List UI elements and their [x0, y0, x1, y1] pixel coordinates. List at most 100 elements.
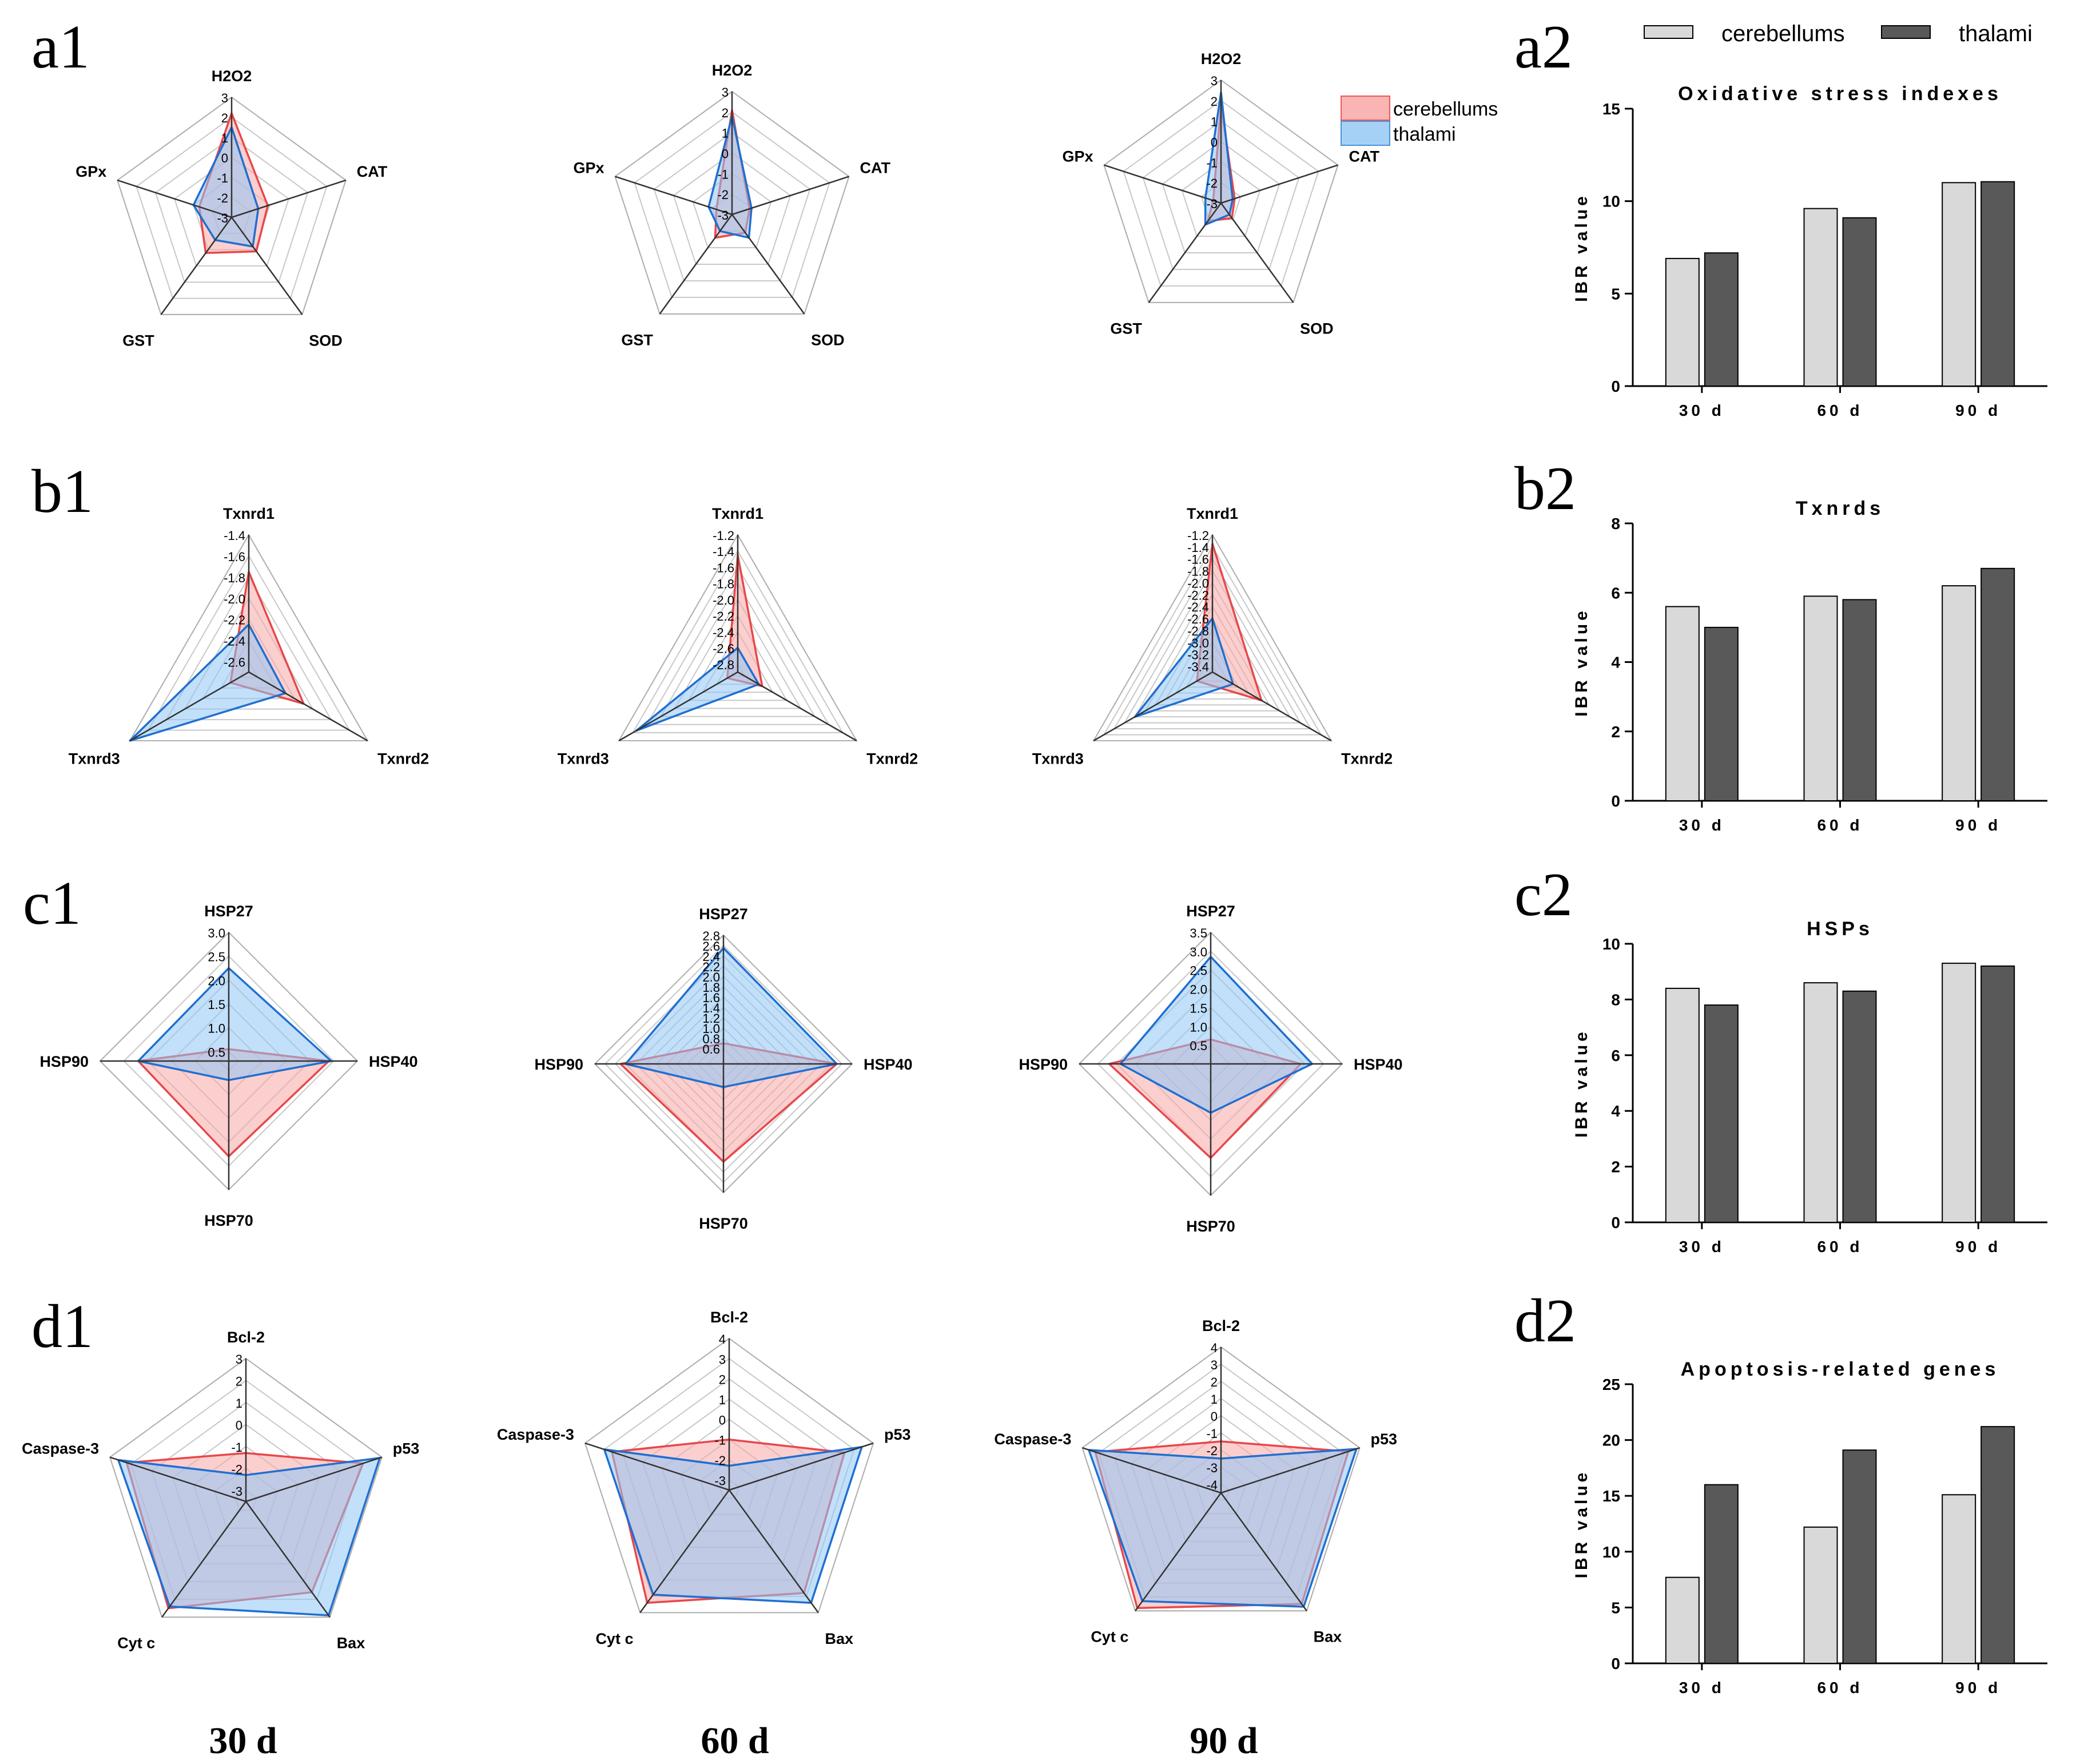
y-tick-label: 10	[1602, 935, 1620, 953]
axis-label-HSP40: HSP40	[1354, 1056, 1403, 1073]
tick-label: -3.2	[1187, 648, 1209, 662]
axis-label-HSP27: HSP27	[204, 903, 253, 920]
y-tick-label: 20	[1602, 1432, 1620, 1449]
y-tick-label: 0	[1611, 792, 1620, 810]
panel-label-a1: a1	[31, 13, 90, 81]
tick-label: 0	[719, 1413, 726, 1427]
axis-label-H2O2: H2O2	[212, 67, 252, 85]
axis-label-Cyt c: Cyt c	[595, 1630, 633, 1647]
series-area-thalami	[603, 1445, 863, 1604]
axis-label-Caspase-3: Caspase-3	[497, 1426, 574, 1443]
tick-label: 2.5	[1190, 964, 1207, 978]
bar-thalami-90d	[1980, 1426, 2015, 1664]
radar-chart-b1-90d: -1.2-1.4-1.6-1.8-2.0-2.2-2.4-2.6-2.8-3.0…	[1032, 505, 1393, 768]
tick-label: -3	[1206, 197, 1218, 211]
tick-label: 1	[236, 1396, 242, 1411]
tick-label: 3.0	[208, 926, 225, 940]
tick-label: 3	[221, 91, 228, 105]
axis-label-H2O2: H2O2	[712, 62, 753, 79]
axis-spoke	[1212, 671, 1332, 742]
bar-legend-swatch-thalami	[1881, 25, 1931, 39]
day-label-60d: 60 d	[701, 1720, 769, 1762]
x-tick-label: 60 d	[1817, 1679, 1863, 1697]
axis-label-GPx: GPx	[75, 163, 106, 180]
bar-legend-label-cerebellums: cerebellums	[1721, 21, 1845, 46]
axis-spoke	[1104, 164, 1222, 204]
axis-label-GPx: GPx	[573, 159, 604, 176]
axis-spoke	[729, 1442, 874, 1491]
tick-label: 2	[236, 1374, 242, 1388]
axis-label-p53: p53	[884, 1426, 911, 1443]
grid-ring	[1142, 120, 1300, 270]
tick-label: -1	[717, 167, 729, 181]
tick-label: -4	[1206, 1478, 1218, 1492]
tick-label: 2.8	[702, 929, 720, 943]
grid-ring	[1162, 141, 1280, 253]
axis-spoke	[1220, 1447, 1360, 1494]
tick-label: -2.0	[713, 593, 734, 607]
bar-cerebellums-60d	[1803, 595, 1838, 801]
radar-chart-a1-30d: 3 2 1 0 -1 -2 -3 H2O2 CAT SOD GST GPx	[75, 67, 388, 349]
y-tick-label: 4	[1611, 654, 1620, 672]
tick-label: 2.5	[208, 950, 225, 964]
x-tick-label: 90 d	[1955, 816, 2001, 834]
bar-thalami-60d	[1842, 1449, 1877, 1664]
tick-label: 4	[1211, 1341, 1218, 1355]
bar-thalami-60d	[1842, 990, 1877, 1223]
axis-spoke	[109, 1456, 246, 1503]
tick-label: -2.2	[224, 613, 245, 627]
radar-chart-a1-90d: 3 2 1 0 -1 -2 -3 H2O2 CAT SOD GST GPx	[1062, 50, 1379, 337]
tick-label: 2.2	[702, 960, 720, 974]
y-axis-label: IBR value	[1572, 1469, 1591, 1579]
axis-spoke	[1135, 1492, 1222, 1612]
tick-label: -2	[217, 191, 228, 205]
axis-label-CAT: CAT	[1349, 148, 1379, 165]
radar-chart-b1-30d: -1.4 -1.6 -1.8 -2.0 -2.2 -2.4 -2.6 Txnrd1 Txnrd2…	[69, 505, 429, 768]
bar-thalami-90d	[1980, 567, 2015, 801]
axis-label-Txnrd2: Txnrd2	[377, 750, 429, 768]
tick-label: 2	[719, 1373, 726, 1387]
tick-label: -2.6	[713, 642, 734, 656]
grid-outer-ring	[1092, 533, 1333, 741]
tick-label: 1.6	[702, 991, 720, 1005]
axis-label-SOD: SOD	[309, 332, 343, 349]
tick-label: 4	[719, 1332, 726, 1346]
bar-cerebellums-60d	[1803, 1526, 1838, 1664]
axis-label-p53: p53	[1371, 1431, 1398, 1448]
grid-ring	[659, 582, 816, 717]
series-area-thalami	[137, 967, 332, 1082]
axis-spoke	[117, 179, 232, 218]
axis-label-SOD: SOD	[1300, 320, 1334, 337]
x-tick-label: 30 d	[1679, 816, 1725, 834]
tick-label: -2.2	[713, 609, 734, 623]
axis-spoke	[731, 176, 849, 216]
tick-label: -3.4	[1187, 660, 1209, 674]
tick-label: 2.6	[702, 939, 720, 953]
grid-ring	[173, 156, 290, 267]
tick-label: 1.2	[702, 1011, 720, 1026]
tick-label: -3	[1206, 1461, 1218, 1475]
axis-label-GST: GST	[621, 331, 653, 348]
tick-label: -2.4	[1187, 600, 1209, 614]
axis-label-Txnrd3: Txnrd3	[558, 750, 609, 768]
axis-label-GST: GST	[1110, 320, 1142, 337]
tick-label: 1	[722, 126, 729, 141]
axis-label-Caspase-3: Caspase-3	[994, 1431, 1071, 1448]
radar-chart-a1-60d: 3 2 1 0 -1 -2 -3 H2O2 CAT SOD GST GPx	[573, 62, 890, 348]
radar-chart-b1-60d: -1.2 -1.4 -1.6 -1.8 -2.0 -2.2 -2.4 -2.6 -2.8 Txnr…	[558, 505, 918, 768]
axis-label-HSP27: HSP27	[1186, 903, 1235, 920]
axis-spoke	[245, 1456, 383, 1503]
grid-ring	[646, 566, 830, 725]
tick-label: 2.0	[208, 974, 225, 988]
y-tick-label: 2	[1611, 723, 1620, 741]
tick-label: 1.0	[208, 1022, 225, 1036]
tick-label: -2	[1206, 176, 1218, 190]
tick-label: 1	[1211, 1392, 1218, 1407]
x-tick-label: 30 d	[1679, 1679, 1725, 1697]
tick-label: 2	[722, 106, 729, 120]
bar-thalami-30d	[1704, 626, 1739, 801]
legend-swatch-cerebellums	[1341, 96, 1390, 121]
tick-label: 0	[722, 147, 729, 161]
axis-label-HSP90: HSP90	[534, 1056, 583, 1073]
y-tick-label: 15	[1602, 100, 1620, 118]
